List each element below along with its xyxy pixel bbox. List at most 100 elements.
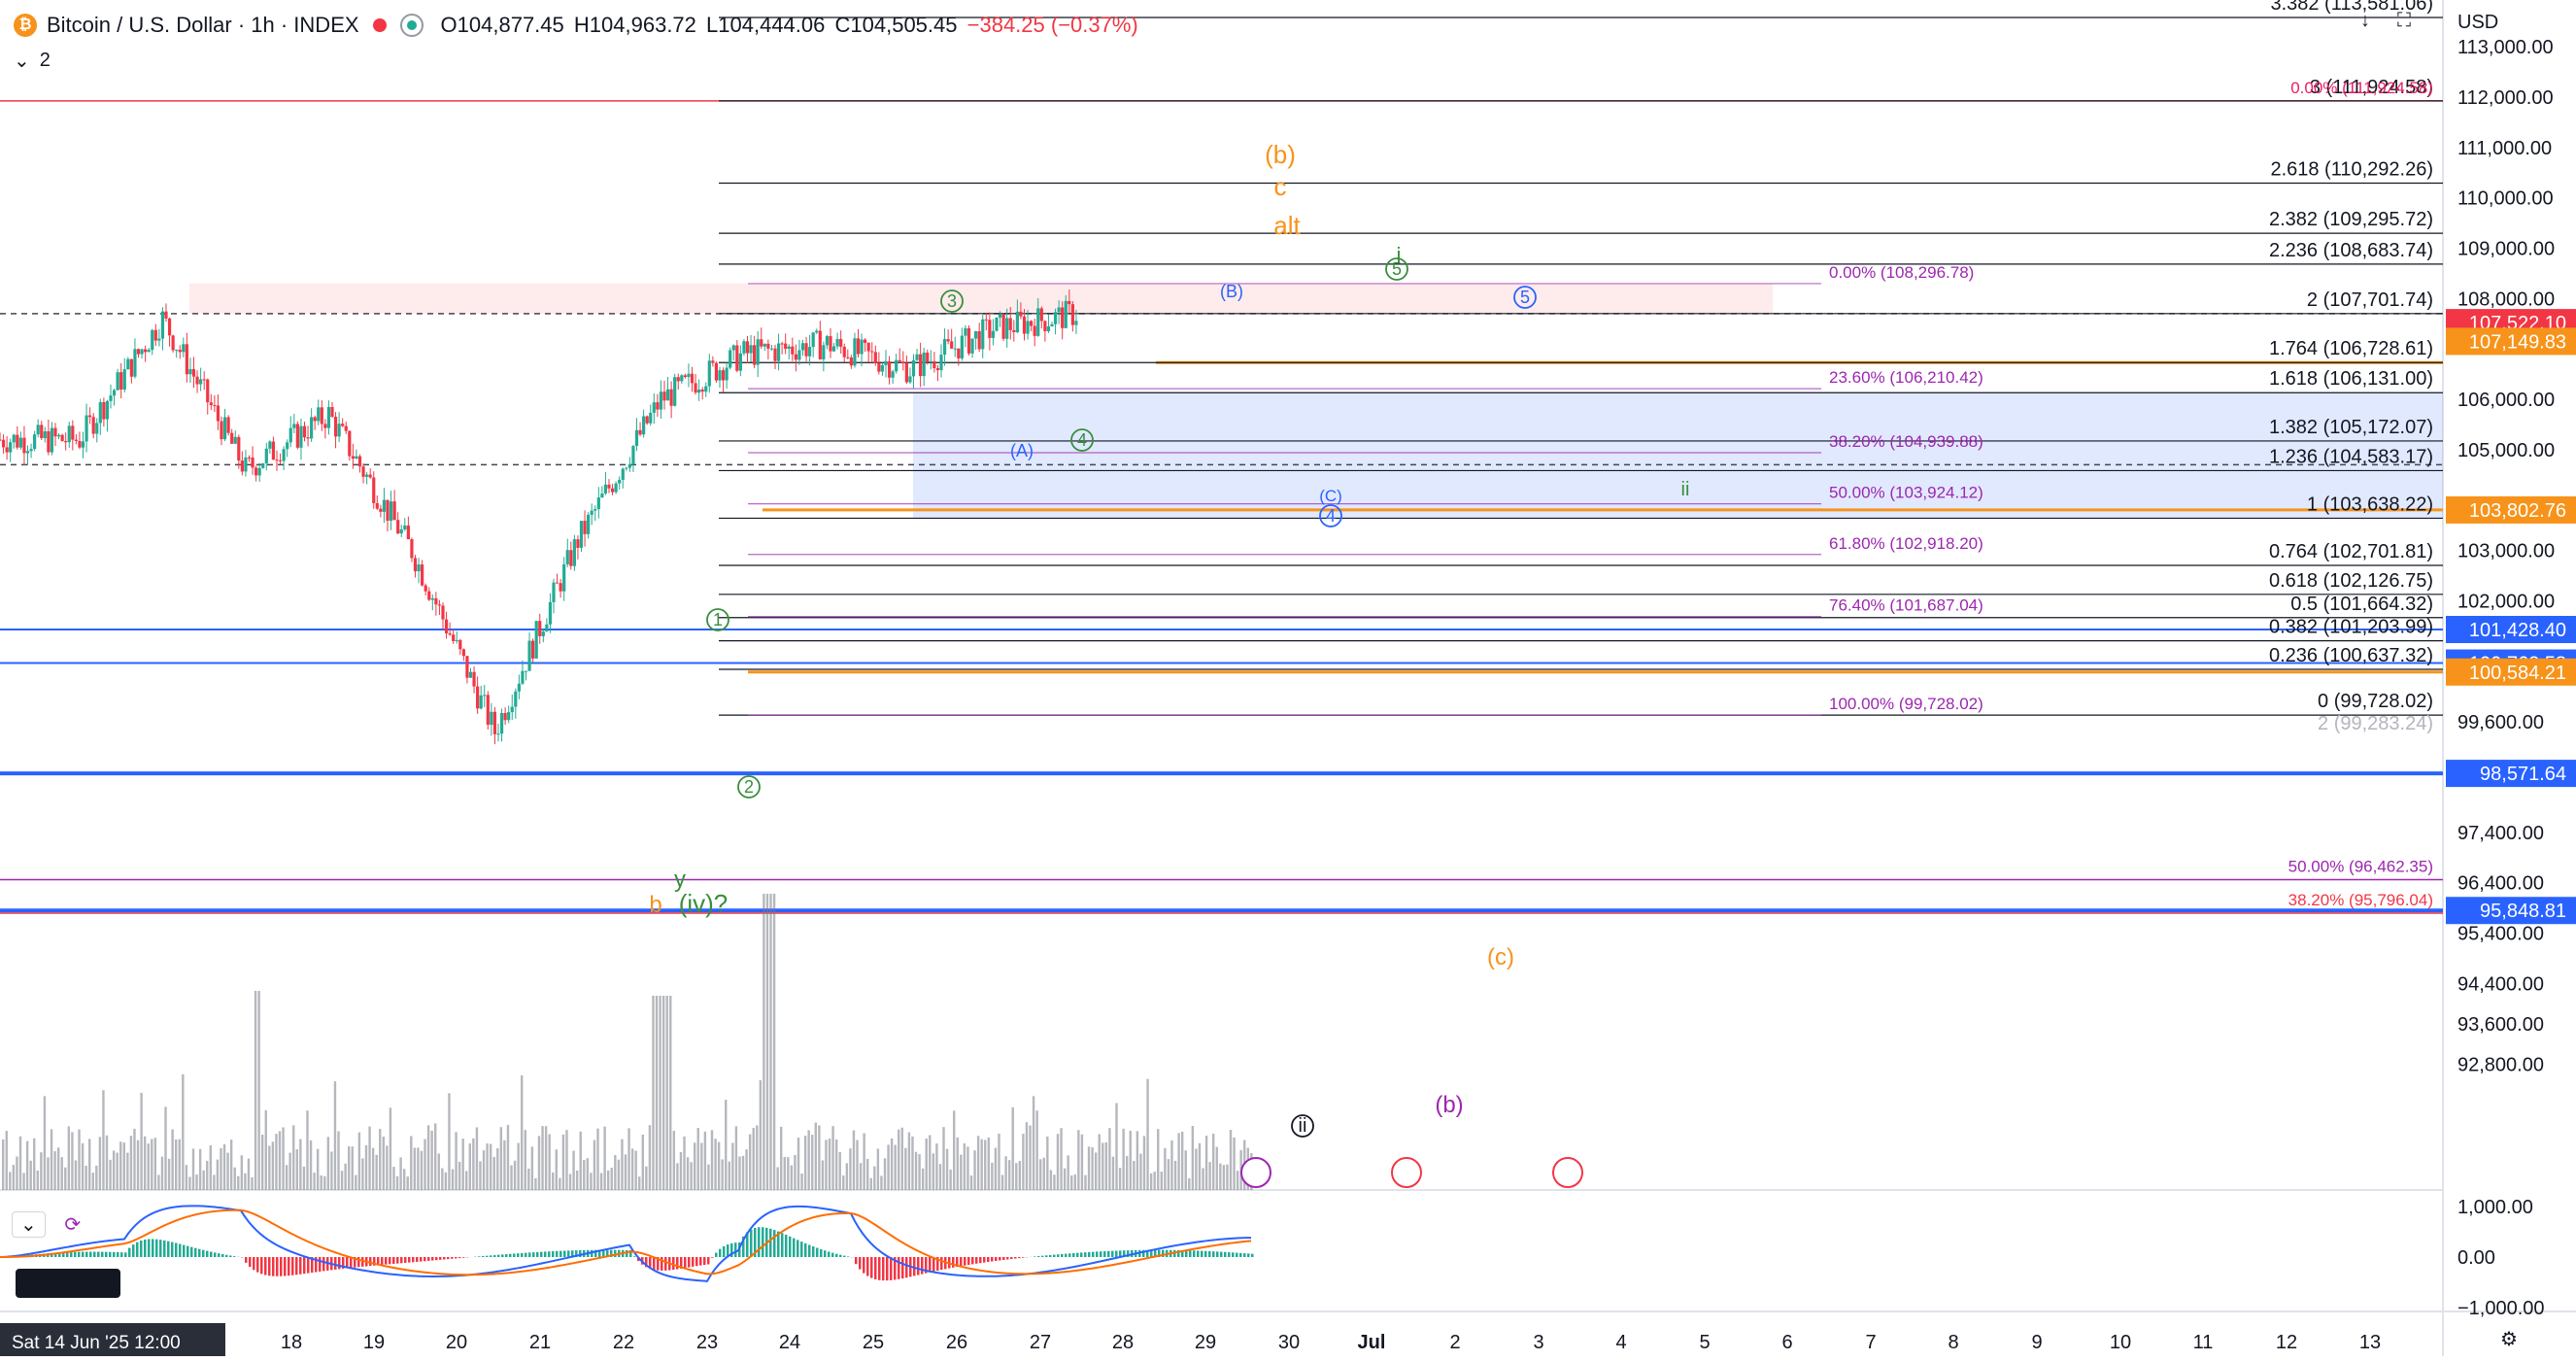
macd-histogram-bar <box>1115 1250 1118 1257</box>
wave-label: ii <box>1299 1115 1307 1137</box>
macd-histogram-bar <box>497 1255 500 1257</box>
macd-histogram-bar <box>206 1251 209 1257</box>
volume-bar <box>299 1140 301 1190</box>
macd-histogram-bar <box>451 1257 454 1259</box>
volume-bar <box>995 1148 997 1190</box>
macd-histogram-bar <box>171 1242 174 1257</box>
candle-body <box>970 338 973 353</box>
candle-body <box>1068 301 1070 304</box>
candle-body <box>622 469 625 480</box>
candle-body <box>988 320 991 338</box>
volume-bar <box>137 1140 139 1190</box>
macd-histogram-bar <box>773 1230 776 1257</box>
volume-bar <box>510 1165 512 1190</box>
macd-settings[interactable]: ⌄ ⟳ <box>12 1211 81 1238</box>
macd-histogram-bar <box>684 1257 687 1268</box>
macd-histogram-bar <box>124 1252 127 1257</box>
candle-body <box>106 401 109 420</box>
volume-bar <box>13 1165 15 1190</box>
macd-histogram-bar <box>1232 1252 1235 1257</box>
macd-histogram-bar <box>148 1240 151 1257</box>
macd-histogram-bar <box>715 1253 718 1257</box>
volume-bar <box>441 1169 443 1190</box>
volume-bar <box>323 1176 325 1190</box>
price-tick-label: 92,800.00 <box>2457 1054 2544 1075</box>
fullscreen-icon[interactable]: ⛶ <box>2397 10 2411 32</box>
candle-body <box>490 712 492 725</box>
time-tick-label: 22 <box>613 1332 634 1353</box>
volume-bar <box>942 1127 944 1190</box>
volume-bar <box>669 996 671 1190</box>
candle-body <box>591 511 593 515</box>
fib-extension-label: 0.5 (101,664.32) <box>2290 594 2433 615</box>
price-tick-label: 108,000.00 <box>2457 289 2555 310</box>
volume-bar <box>1168 1159 1169 1190</box>
macd-histogram-bar <box>509 1254 512 1257</box>
macd-histogram-bar <box>307 1257 310 1274</box>
candle-body <box>763 344 766 347</box>
macd-histogram-bar <box>253 1257 255 1270</box>
volume-bar <box>410 1136 412 1190</box>
time-tick-label: 11 <box>2193 1332 2214 1353</box>
candle-body <box>310 417 313 438</box>
macd-histogram-bar <box>1053 1255 1056 1257</box>
volume-bar <box>829 1139 830 1190</box>
bitcoin-icon: ₿ <box>14 14 37 37</box>
fib-extension-label: 2.236 (108,683.74) <box>2269 240 2433 261</box>
volume-bar <box>873 1167 875 1190</box>
candle-body <box>199 379 202 384</box>
volume-bar <box>1130 1131 1132 1190</box>
macd-histogram-bar <box>870 1257 873 1278</box>
volume-bar <box>22 1173 24 1190</box>
volume-bar <box>82 1143 84 1190</box>
macd-histogram-bar <box>1002 1257 1005 1260</box>
candle-body <box>119 372 122 390</box>
candle-body <box>1036 308 1039 335</box>
macd-histogram-bar <box>960 1257 963 1266</box>
macd-histogram-bar <box>1018 1257 1021 1258</box>
candle-body <box>133 349 136 376</box>
currency-label[interactable]: USD <box>2457 12 2498 34</box>
candle-body <box>649 413 652 424</box>
volume-bar <box>1212 1134 1214 1190</box>
volume-bar <box>842 1175 844 1190</box>
fib-extension-label: 1.382 (105,172.07) <box>2269 417 2433 438</box>
candle-body <box>711 360 714 362</box>
volume-bar <box>794 1155 796 1190</box>
macd-histogram-bar <box>381 1257 384 1265</box>
volume-bar <box>109 1160 111 1190</box>
wave-label: 4 <box>1326 506 1336 526</box>
candle-body <box>68 425 71 442</box>
volume-bar <box>310 1140 312 1190</box>
volume-bar <box>1001 1175 1003 1190</box>
candle-body <box>898 360 901 361</box>
volume-bar <box>1019 1161 1021 1190</box>
volume-bar <box>915 1152 917 1190</box>
candle-body <box>272 442 275 460</box>
volume-bar <box>680 1152 682 1190</box>
settings-icon[interactable]: ⚙ <box>2500 1327 2518 1351</box>
download-icon[interactable]: ↓ <box>2360 10 2370 32</box>
volume-bar <box>379 1129 381 1190</box>
macd-tick-label: 0.00 <box>2457 1247 2495 1269</box>
candle-body <box>797 350 800 359</box>
macd-histogram-bar <box>1037 1256 1040 1257</box>
volume-bar <box>223 1144 225 1190</box>
macd-histogram-bar <box>478 1256 481 1257</box>
macd-histogram-bar <box>198 1249 201 1257</box>
macd-histogram-bar <box>396 1257 399 1264</box>
macd-histogram-bar <box>120 1252 123 1257</box>
indicators-toggle[interactable]: ⌄ 2 <box>14 49 51 73</box>
wave-label: 4 <box>1077 430 1087 450</box>
macd-histogram-bar <box>688 1257 691 1268</box>
macd-histogram-bar <box>190 1247 193 1257</box>
candle-body <box>839 339 842 347</box>
symbol-title[interactable]: Bitcoin / U.S. Dollar · 1h · INDEX <box>47 13 359 38</box>
candle-body <box>75 440 78 441</box>
volume-bar <box>1230 1130 1232 1190</box>
volume-bar <box>1133 1161 1135 1190</box>
volume-bar <box>102 1090 104 1190</box>
candle-body <box>29 449 32 451</box>
